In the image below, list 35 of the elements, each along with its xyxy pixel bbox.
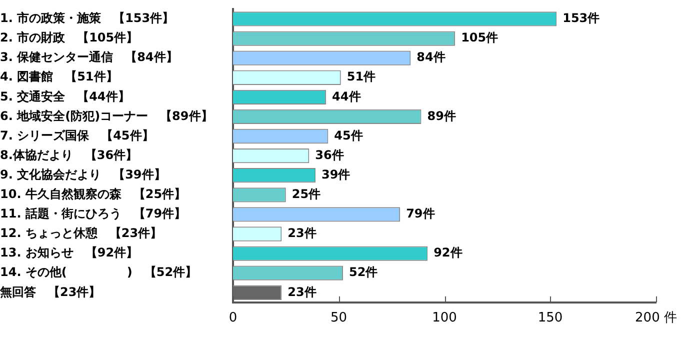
data-label: 84件 [416, 50, 446, 64]
data-label: 51件 [346, 70, 376, 84]
y-tick-label: 8.体協だより 【36件】 [0, 148, 138, 162]
y-tick-label: 1. 市の政策・施策 【153件】 [0, 11, 174, 26]
data-label: 36件 [315, 148, 344, 162]
y-tick-label: 6. 地域安全(防犯)コーナー 【89件】 [0, 108, 213, 123]
y-tick-label: 10. 牛久自然観察の森 【25件】 [0, 187, 186, 202]
y-tick-label: 4. 図書館 【51件】 [0, 70, 118, 84]
data-label: 45件 [334, 128, 363, 142]
y-tick-label: 無回答 【23件】 [0, 284, 101, 299]
y-tick-label: 14. その他( ) 【52件】 [0, 265, 198, 280]
y-tick-label: 13. お知らせ 【92件】 [0, 246, 138, 260]
data-label: 105件 [461, 30, 498, 45]
y-tick-label: 7. シリーズ国保 【45件】 [0, 128, 154, 142]
y-tick-label: 5. 交通安全 【44件】 [0, 89, 130, 104]
data-label: 153件 [562, 11, 600, 26]
data-label: 52件 [348, 265, 378, 280]
x-tick-label: 50 [330, 310, 348, 326]
x-tick-label: 200 件 [635, 310, 677, 326]
data-label: 23件 [288, 226, 316, 240]
data-label: 89件 [427, 108, 456, 123]
y-tick-label: 9. 文化協会だより 【39件】 [0, 167, 166, 182]
data-label: 23件 [288, 284, 316, 299]
x-tick-label: 100 [432, 310, 457, 326]
y-tick-label: 11. 話題・街にひろう 【79件】 [0, 206, 186, 221]
x-tick-label: 0 [228, 310, 238, 326]
y-tick-label: 2. 市の財政 【105件】 [0, 30, 138, 45]
data-label: 25件 [292, 187, 321, 202]
data-label: 79件 [406, 206, 435, 221]
data-label: 39件 [321, 167, 350, 182]
x-tick-label: 150 [538, 310, 563, 326]
data-label: 44件 [332, 89, 361, 104]
y-tick-label: 3. 保健センター通信 【84件】 [0, 50, 178, 64]
data-label: 92件 [434, 246, 462, 260]
y-tick-label: 12. ちょっと休憩 【23件】 [0, 226, 162, 240]
